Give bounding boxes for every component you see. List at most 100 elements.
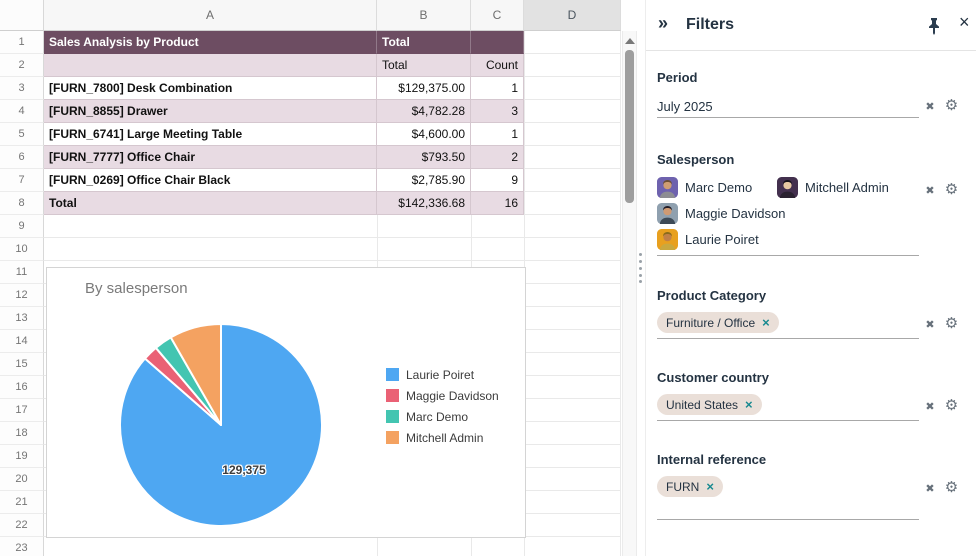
pivot-cell[interactable]: [FURN_0269] Office Chair Black bbox=[44, 169, 377, 192]
avatar bbox=[657, 176, 678, 198]
customer-country-clear-icon[interactable]: ✖ bbox=[925, 401, 935, 413]
pivot-cell[interactable]: 1 bbox=[471, 77, 524, 100]
column-header-d[interactable]: D bbox=[524, 0, 621, 31]
row-header-12[interactable]: 12 bbox=[0, 284, 44, 307]
salesperson-field-underline[interactable] bbox=[657, 255, 919, 256]
legend-item[interactable]: Mitchell Admin bbox=[386, 427, 499, 448]
internal-reference-field-underline[interactable] bbox=[657, 519, 919, 520]
row-header-6[interactable]: 6 bbox=[0, 146, 44, 169]
salesperson-gear-icon[interactable]: ⚙ bbox=[944, 181, 959, 198]
column-header-c[interactable]: C bbox=[471, 0, 524, 31]
customer-country-gear-icon[interactable]: ⚙ bbox=[944, 397, 959, 414]
pivot-cell[interactable]: $4,600.00 bbox=[377, 123, 471, 146]
pivot-cell[interactable]: 2 bbox=[471, 146, 524, 169]
salesperson-item[interactable]: Laurie Poiret bbox=[657, 228, 759, 250]
grid-line bbox=[620, 31, 621, 556]
pie-chart bbox=[116, 320, 326, 530]
pie-slice-mitchell-admin[interactable] bbox=[169, 323, 222, 426]
chart-legend: Laurie Poiret Maggie Davidson Marc Demo Mit… bbox=[386, 364, 499, 448]
internal-reference-gear-icon[interactable]: ⚙ bbox=[944, 479, 959, 496]
pivot-cell[interactable]: $793.50 bbox=[377, 146, 471, 169]
row-header-18[interactable]: 18 bbox=[0, 422, 44, 445]
pivot-cell[interactable]: $142,336.68 bbox=[377, 192, 471, 215]
legend-item[interactable]: Marc Demo bbox=[386, 406, 499, 427]
row-header-1[interactable]: 1 bbox=[0, 31, 44, 54]
pivot-cell[interactable]: Count bbox=[471, 54, 524, 77]
salesperson-item[interactable]: Mitchell Admin bbox=[777, 176, 889, 198]
collapse-panel-icon[interactable]: » bbox=[658, 13, 669, 33]
remove-tag-icon[interactable]: × bbox=[762, 315, 770, 330]
row-header-22[interactable]: 22 bbox=[0, 514, 44, 537]
row-header-2[interactable]: 2 bbox=[0, 54, 44, 77]
row-header-17[interactable]: 17 bbox=[0, 399, 44, 422]
pivot-cell[interactable]: $4,782.28 bbox=[377, 100, 471, 123]
row-header-8[interactable]: 8 bbox=[0, 192, 44, 215]
pivot-cell[interactable]: $129,375.00 bbox=[377, 77, 471, 100]
chart-figure[interactable]: By salesperson 129,375 Laurie Poiret Magg… bbox=[46, 267, 526, 538]
pivot-cell[interactable]: Total bbox=[44, 192, 377, 215]
row-header-5[interactable]: 5 bbox=[0, 123, 44, 146]
pivot-cell[interactable]: 16 bbox=[471, 192, 524, 215]
period-label: Period bbox=[657, 70, 698, 85]
customer-country-tag[interactable]: United States × bbox=[657, 394, 762, 415]
row-header-14[interactable]: 14 bbox=[0, 330, 44, 353]
internal-reference-tag[interactable]: FURN × bbox=[657, 476, 723, 497]
column-header-b[interactable]: B bbox=[377, 0, 471, 31]
pivot-cell[interactable]: Sales Analysis by Product bbox=[44, 31, 377, 54]
salesperson-label: Salesperson bbox=[657, 152, 735, 167]
customer-country-label: Customer country bbox=[657, 370, 769, 385]
row-header-10[interactable]: 10 bbox=[0, 238, 44, 261]
scroll-up-arrow-icon[interactable] bbox=[625, 38, 635, 44]
period-field[interactable]: July 2025 bbox=[657, 93, 919, 118]
remove-tag-icon[interactable]: × bbox=[706, 479, 714, 494]
row-header-13[interactable]: 13 bbox=[0, 307, 44, 330]
legend-item[interactable]: Maggie Davidson bbox=[386, 385, 499, 406]
period-clear-icon[interactable]: ✖ bbox=[925, 101, 935, 113]
product-category-field-underline[interactable] bbox=[657, 338, 919, 339]
product-category-clear-icon[interactable]: ✖ bbox=[925, 319, 935, 331]
vertical-scrollbar-thumb[interactable] bbox=[625, 50, 634, 203]
row-header-4[interactable]: 4 bbox=[0, 100, 44, 123]
pivot-cell[interactable]: 1 bbox=[471, 123, 524, 146]
legend-swatch bbox=[386, 410, 399, 423]
row-header-9[interactable]: 9 bbox=[0, 215, 44, 238]
pivot-cell[interactable] bbox=[471, 31, 524, 54]
row-header-7[interactable]: 7 bbox=[0, 169, 44, 192]
row-header-15[interactable]: 15 bbox=[0, 353, 44, 376]
pivot-cell[interactable]: [FURN_7800] Desk Combination bbox=[44, 77, 377, 100]
row-header-21[interactable]: 21 bbox=[0, 491, 44, 514]
legend-item[interactable]: Laurie Poiret bbox=[386, 364, 499, 385]
pivot-cell[interactable]: $2,785.90 bbox=[377, 169, 471, 192]
pivot-cell[interactable] bbox=[44, 54, 377, 77]
panel-resize-handle[interactable] bbox=[638, 253, 643, 283]
product-category-tag[interactable]: Furniture / Office × bbox=[657, 312, 779, 333]
row-header-20[interactable]: 20 bbox=[0, 468, 44, 491]
close-panel-icon[interactable]: × bbox=[959, 12, 970, 32]
pivot-cell[interactable]: Total bbox=[377, 31, 471, 54]
salesperson-clear-icon[interactable]: ✖ bbox=[925, 185, 935, 197]
pivot-cell[interactable]: 3 bbox=[471, 100, 524, 123]
remove-tag-icon[interactable]: × bbox=[745, 397, 753, 412]
pin-icon[interactable] bbox=[927, 18, 941, 40]
row-header-16[interactable]: 16 bbox=[0, 376, 44, 399]
filters-panel-header: » Filters × bbox=[646, 0, 976, 51]
salesperson-item[interactable]: Maggie Davidson bbox=[657, 202, 785, 224]
pivot-cell[interactable]: [FURN_7777] Office Chair bbox=[44, 146, 377, 169]
row-header-3[interactable]: 3 bbox=[0, 77, 44, 100]
column-header-a[interactable]: A bbox=[44, 0, 377, 31]
period-gear-icon[interactable]: ⚙ bbox=[944, 97, 959, 114]
row-header-11[interactable]: 11 bbox=[0, 261, 44, 284]
salesperson-item[interactable]: Marc Demo bbox=[657, 176, 752, 198]
pivot-cell[interactable]: Total bbox=[377, 54, 471, 77]
select-all-corner[interactable] bbox=[0, 0, 44, 31]
pivot-cell[interactable]: [FURN_8855] Drawer bbox=[44, 100, 377, 123]
row-header-19[interactable]: 19 bbox=[0, 445, 44, 468]
product-category-gear-icon[interactable]: ⚙ bbox=[944, 315, 959, 332]
customer-country-field-underline[interactable] bbox=[657, 420, 919, 421]
pivot-row: Sales Analysis by Product Total bbox=[44, 31, 524, 54]
pivot-cell[interactable]: 9 bbox=[471, 169, 524, 192]
pivot-cell[interactable]: [FURN_6741] Large Meeting Table bbox=[44, 123, 377, 146]
row-header-23[interactable]: 23 bbox=[0, 537, 44, 556]
internal-reference-clear-icon[interactable]: ✖ bbox=[925, 483, 935, 495]
